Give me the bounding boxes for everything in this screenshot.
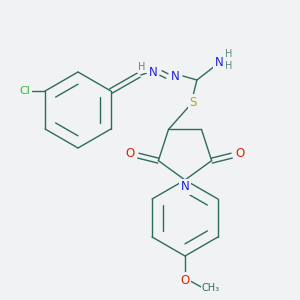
Text: H: H bbox=[225, 61, 233, 71]
Text: CH₃: CH₃ bbox=[202, 283, 220, 293]
Text: S: S bbox=[189, 95, 197, 109]
Text: N: N bbox=[214, 56, 223, 68]
Text: N: N bbox=[181, 181, 189, 194]
Text: O: O bbox=[235, 147, 244, 160]
Text: N: N bbox=[148, 67, 157, 80]
Text: H: H bbox=[138, 62, 146, 72]
Text: N: N bbox=[170, 70, 179, 83]
Text: H: H bbox=[225, 49, 233, 59]
Text: O: O bbox=[126, 147, 135, 160]
Text: O: O bbox=[180, 274, 190, 286]
Text: Cl: Cl bbox=[20, 86, 31, 96]
